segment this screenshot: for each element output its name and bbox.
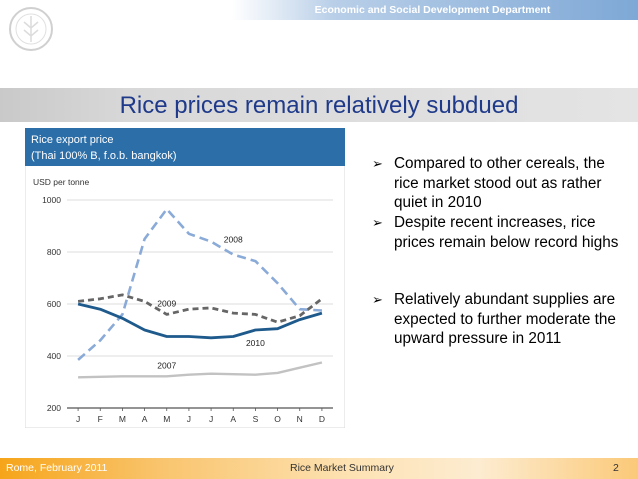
rice-price-chart: Rice export price (Thai 100% B, f.o.b. b… <box>25 128 345 428</box>
series-line-2007 <box>78 361 323 379</box>
chart-title: Rice export price <box>31 134 114 146</box>
footer-title: Rice Market Summary <box>290 462 394 474</box>
bullet-item: ➢ Despite recent increases, rice prices … <box>372 213 620 252</box>
y-tick-label: 600 <box>47 299 61 309</box>
x-tick-label: F <box>98 414 103 424</box>
arrow-bullet-icon: ➢ <box>372 215 383 230</box>
x-tick-label: J <box>187 414 191 424</box>
chart-subtitle: (Thai 100% B, f.o.b. bangkok) <box>31 150 177 162</box>
x-tick-label: N <box>297 414 303 424</box>
arrow-bullet-icon: ➢ <box>372 156 383 171</box>
x-tick-label: O <box>274 414 281 424</box>
y-tick-label: 400 <box>47 351 61 361</box>
series-line-2009 <box>77 293 323 324</box>
series-label-2010: 2010 <box>246 338 265 348</box>
y-tick-label: 800 <box>47 247 61 257</box>
x-tick-label: M <box>163 414 170 424</box>
series-label-2008: 2008 <box>224 235 243 245</box>
arrow-bullet-icon: ➢ <box>372 292 383 307</box>
bullet-text: Despite recent increases, rice prices re… <box>394 214 619 251</box>
fao-seal-logo <box>9 7 53 51</box>
bullet-text: Relatively abundant supplies are expecte… <box>394 291 616 347</box>
x-tick-label: M <box>119 414 126 424</box>
bullet-item: ➢ Relatively abundant supplies are expec… <box>372 290 620 349</box>
y-tick-label: 1000 <box>42 195 61 205</box>
slide-title: Rice prices remain relatively subdued <box>119 92 519 119</box>
x-tick-label: J <box>76 414 80 424</box>
bullet-item: ➢ Compared to other cereals, the rice ma… <box>372 154 620 213</box>
series-label-2009: 2009 <box>157 298 176 308</box>
series-label-2007: 2007 <box>157 360 176 370</box>
footer-bar <box>0 458 638 479</box>
x-tick-label: J <box>209 414 213 424</box>
x-tick-label: A <box>142 414 148 424</box>
y-tick-label: 200 <box>47 403 61 413</box>
series-line-2008 <box>77 207 322 361</box>
y-axis-label: USD per tonne <box>33 177 89 187</box>
header-band <box>232 0 638 20</box>
x-tick-label: A <box>230 414 236 424</box>
series-line-2010 <box>77 302 323 340</box>
x-tick-label: S <box>253 414 259 424</box>
department-name: Economic and Social Development Departme… <box>314 4 551 16</box>
x-tick-label: D <box>319 414 325 424</box>
page-number: 2 <box>613 462 619 474</box>
title-bar <box>0 88 638 122</box>
footer-location-date: Rome, February 2011 <box>6 462 108 474</box>
bullet-text: Compared to other cereals, the rice mark… <box>394 155 605 211</box>
